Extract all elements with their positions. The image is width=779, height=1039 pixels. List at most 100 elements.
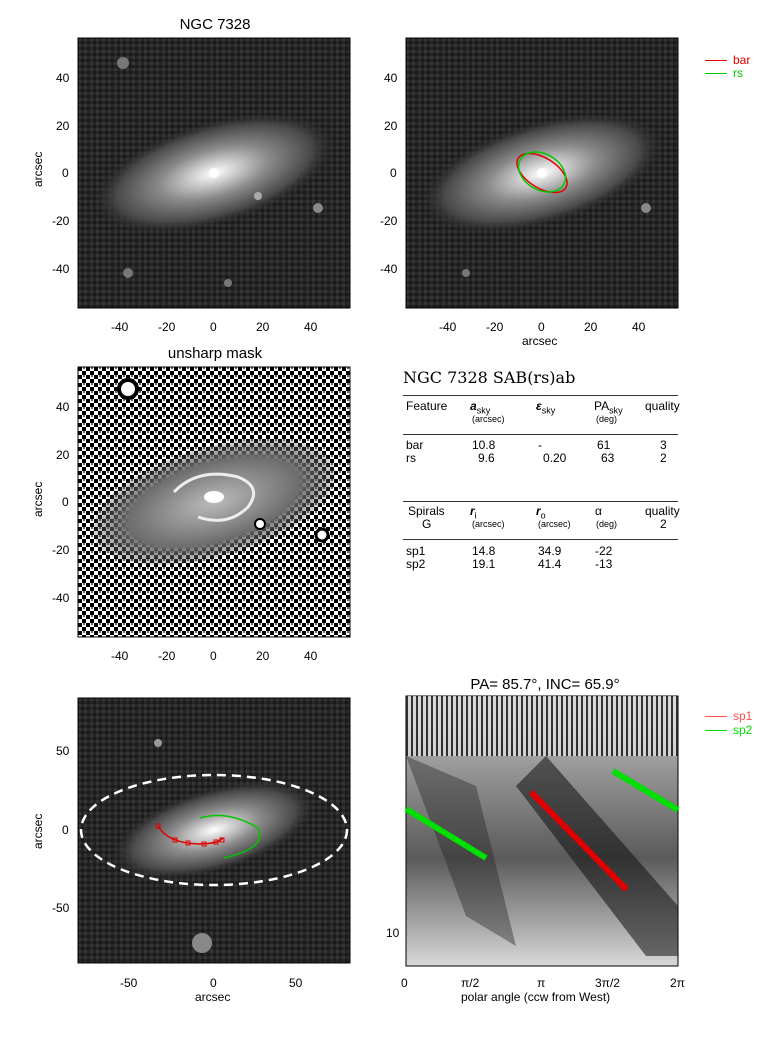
rs-ellipse [517, 151, 567, 193]
spirals-header-ro: ro [536, 504, 546, 521]
features-row-rs-quality: 2 [660, 451, 667, 465]
legend-sp1: sp1 [705, 709, 752, 723]
ylabel-unsharp: arcsec [31, 481, 45, 517]
ylabel-image: arcsec [31, 151, 45, 187]
xtick: 40 [304, 649, 318, 663]
legend-rs: rs [705, 66, 743, 80]
ytick: -20 [52, 214, 70, 228]
xtick: 20 [256, 649, 270, 663]
xtick: 0 [210, 649, 217, 663]
galaxy-image [77, 37, 351, 309]
features-header-a: asky [470, 399, 491, 416]
ylabel-overlay: arcsec [31, 813, 45, 849]
features-row-rs-pa: 63 [601, 451, 615, 465]
ytick: 20 [384, 119, 398, 133]
polar-deprojection-plot [404, 695, 680, 967]
xtick: 40 [632, 320, 646, 334]
xtick: 0 [210, 976, 217, 990]
features-row-bar-pa: 61 [597, 438, 611, 452]
spirals-row-sp2-name: sp2 [406, 557, 426, 571]
sp2-fit-line-left [404, 806, 488, 861]
xtick: 20 [256, 320, 270, 334]
ytick: -40 [380, 262, 398, 276]
legend-sp2: sp2 [705, 723, 752, 737]
sp1-fit-line [528, 789, 629, 892]
ytick: 10 [386, 926, 400, 940]
legend-bar: bar [705, 53, 750, 67]
spirals-header-ri: ri [470, 504, 477, 521]
ytick: 40 [384, 71, 398, 85]
ytick: 40 [56, 400, 70, 414]
xlabel-fit: arcsec [522, 334, 558, 348]
ytick: 20 [56, 119, 70, 133]
ytick: 0 [62, 823, 69, 837]
spirals-header-quality-value: 2 [660, 517, 667, 531]
bar-ellipse [516, 152, 568, 194]
spirals-header-quality: quality [645, 504, 680, 518]
xtick: 0 [401, 976, 408, 990]
spirals-header-g: G [422, 517, 432, 531]
xlabel-overlay: arcsec [195, 990, 231, 1004]
xlabel-polar: polar angle (ccw from West) [461, 990, 611, 1004]
ytick: 20 [56, 448, 70, 462]
xtick: -50 [120, 976, 138, 990]
xtick: -20 [158, 320, 176, 334]
ytick: -20 [52, 543, 70, 557]
ytick: -50 [52, 901, 70, 915]
xtick: π/2 [461, 976, 480, 990]
spirals-row-sp2-ro: 41.4 [538, 557, 562, 571]
panel-title-polar: PA= 85.7°, INC= 65.9° [470, 676, 620, 693]
features-header-a-unit: (arcsec) [472, 414, 505, 424]
xtick: 20 [584, 320, 598, 334]
ytick: 0 [62, 166, 69, 180]
xtick: -40 [111, 649, 129, 663]
spirals-row-sp1-ro: 34.9 [538, 544, 562, 558]
features-header-eps: εsky [536, 399, 556, 416]
ytick: 0 [390, 166, 397, 180]
features-row-rs-name: rs [406, 451, 416, 465]
features-row-bar-a: 10.8 [472, 438, 496, 452]
ytick: 0 [62, 495, 69, 509]
features-row-bar-eps: - [538, 438, 542, 452]
unsharp-mask-image [77, 366, 351, 638]
spirals-header-ri-unit: (arcsec) [472, 519, 505, 529]
features-row-bar-name: bar [406, 438, 424, 452]
panel-title-unsharp: unsharp mask [167, 345, 263, 362]
xtick: -40 [111, 320, 129, 334]
xtick: 2π [670, 976, 685, 990]
spirals-row-sp1-ri: 14.8 [472, 544, 496, 558]
xtick: 3π/2 [595, 976, 620, 990]
xtick: 0 [210, 320, 217, 334]
outer-dashed-ellipse [79, 773, 349, 887]
ytick: -40 [52, 591, 70, 605]
xtick: 50 [289, 976, 303, 990]
spirals-header-alpha: α [595, 504, 602, 518]
spiral-arm-sp2 [199, 814, 261, 859]
table-heading: NGC 7328 SAB(rs)ab [403, 368, 576, 387]
xtick: 40 [304, 320, 318, 334]
spirals-header-spirals: Spirals [408, 504, 445, 518]
table-rule [403, 501, 678, 502]
features-row-rs-eps: 0.20 [543, 451, 567, 465]
xtick: 0 [538, 320, 545, 334]
panel-title-image: NGC 7328 [179, 16, 251, 33]
xtick: -40 [439, 320, 457, 334]
features-header-quality: quality [645, 399, 680, 413]
spirals-row-sp1-alpha: -22 [595, 544, 613, 558]
spirals-header-ro-unit: (arcsec) [538, 519, 571, 529]
table-rule [403, 434, 678, 435]
ytick: 40 [56, 71, 70, 85]
features-row-rs-a: 9.6 [478, 451, 495, 465]
spirals-row-sp2-ri: 19.1 [472, 557, 496, 571]
spirals-row-sp2-alpha: -13 [595, 557, 613, 571]
spiral-arm-sp1 [157, 825, 224, 845]
table-rule [403, 539, 678, 540]
table-rule [403, 395, 678, 396]
features-header-pa-unit: (deg) [596, 414, 618, 424]
sp2-fit-line-right [611, 768, 680, 813]
xtick: π [537, 976, 546, 990]
spirals-header-alpha-unit: (deg) [596, 519, 618, 529]
ellipse-fit-image [405, 37, 679, 309]
features-header-feature: Feature [406, 399, 448, 413]
spiral-overlay-image [77, 697, 351, 964]
